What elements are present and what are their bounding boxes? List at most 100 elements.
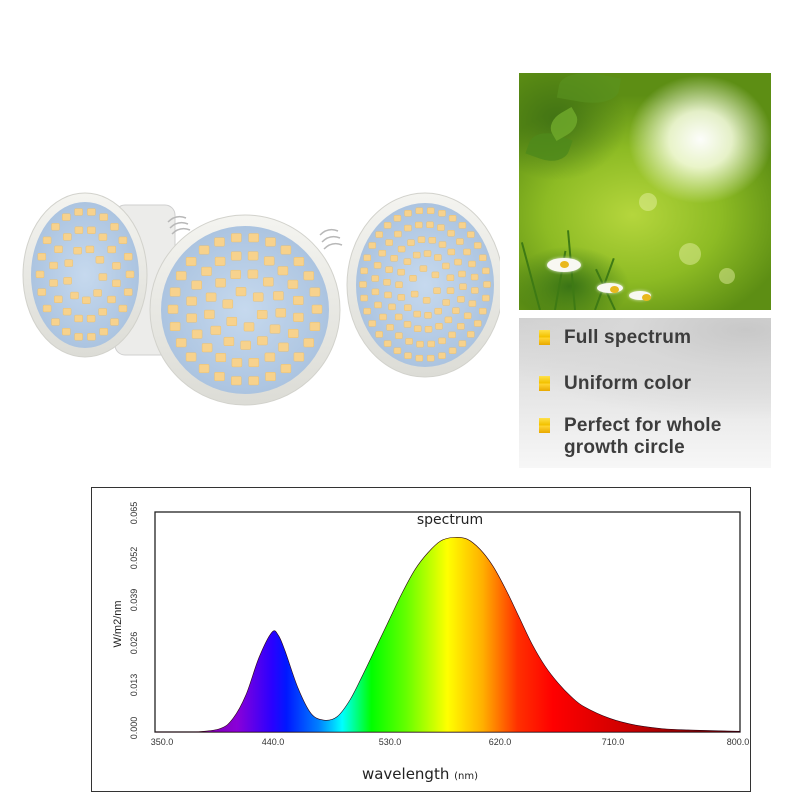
led-chip <box>256 310 268 320</box>
led-chip <box>204 309 215 319</box>
led-chip <box>269 324 281 334</box>
led-chip <box>95 256 105 264</box>
led-chip <box>169 321 181 331</box>
led-chip <box>123 288 133 296</box>
led-chip <box>87 208 96 216</box>
led-chip <box>278 342 289 352</box>
led-chip <box>442 262 450 270</box>
led-chip <box>422 297 431 304</box>
led-chip <box>383 222 392 229</box>
led-chip <box>287 279 299 289</box>
led-chip <box>383 340 392 347</box>
led-chip <box>309 287 321 297</box>
led-chip <box>62 213 71 221</box>
led-chip <box>215 353 227 363</box>
y-tick-label: 0.013 <box>129 673 139 697</box>
led-chip <box>452 307 460 314</box>
x-tick-label: 530.0 <box>378 737 402 747</box>
y-axis-label: W/m2/nm <box>112 600 124 648</box>
led-chip <box>388 303 396 311</box>
led-chip <box>112 279 121 287</box>
led-chip <box>201 266 212 276</box>
led-chip <box>413 310 421 318</box>
feature-label-line1: Perfect for whole <box>564 415 722 436</box>
led-chip <box>191 329 203 339</box>
led-chip <box>87 226 96 234</box>
led-chip <box>394 313 403 321</box>
led-chip <box>62 308 72 316</box>
led-chip <box>456 238 464 245</box>
led-chip <box>110 318 119 326</box>
led-chip <box>384 291 392 299</box>
led-chip <box>62 328 71 336</box>
led-chip <box>431 271 440 279</box>
led-chip <box>265 372 276 382</box>
led-chip <box>383 279 391 286</box>
led-chip <box>42 304 52 313</box>
led-chip <box>263 256 275 266</box>
bulb-pins-middle <box>167 215 343 250</box>
led-chip <box>471 287 479 294</box>
led-chip <box>54 295 63 303</box>
led-chip <box>252 292 264 302</box>
grass-blade <box>520 242 541 310</box>
led-chip <box>215 278 226 288</box>
x-axis-label-unit: (nm) <box>454 771 479 782</box>
led-chip <box>118 304 128 313</box>
led-chip <box>185 352 197 362</box>
led-chip <box>303 271 315 281</box>
led-chip <box>243 322 255 332</box>
led-chip <box>397 245 406 253</box>
led-chip <box>214 372 225 382</box>
led-chip <box>470 273 479 281</box>
led-chip <box>112 262 121 270</box>
led-chip <box>273 291 284 301</box>
yellow-square-bullet-icon <box>539 330 550 345</box>
led-chip <box>82 296 91 304</box>
feature-label: Perfect for whole growth circle <box>564 415 722 459</box>
led-chip <box>264 352 276 362</box>
daisy-flower <box>547 258 581 272</box>
led-chip <box>73 247 82 255</box>
y-tick-label: 0.065 <box>129 501 139 525</box>
led-chip <box>263 277 274 287</box>
led-chip <box>424 326 433 333</box>
led-chip <box>424 312 432 319</box>
led-chip <box>98 233 108 241</box>
led-chip <box>468 300 477 307</box>
led-chip <box>248 376 259 386</box>
led-chip <box>63 277 72 285</box>
led-chip <box>293 312 304 322</box>
led-chip <box>247 269 259 279</box>
led-chip <box>413 325 422 332</box>
led-chip <box>42 236 52 244</box>
led-chip <box>393 347 402 354</box>
x-tick-label: 620.0 <box>488 737 512 747</box>
led-chip <box>426 207 435 214</box>
led-chip <box>426 221 434 228</box>
led-chip <box>248 358 260 368</box>
led-chip <box>63 233 72 241</box>
led-chip <box>226 316 238 326</box>
led-chip <box>37 288 47 296</box>
led-chip <box>448 215 457 222</box>
led-chip <box>468 260 476 268</box>
led-chip <box>191 280 202 290</box>
led-chip <box>479 307 487 315</box>
led-chip <box>428 237 437 244</box>
led-chip <box>363 307 371 315</box>
led-chip <box>248 233 259 243</box>
led-chip <box>186 313 197 323</box>
leaf-shape <box>556 73 622 108</box>
led-chip <box>231 358 243 368</box>
led-chip <box>427 340 435 348</box>
bokeh-light <box>679 243 701 265</box>
led-chip <box>363 254 371 262</box>
led-chip <box>482 267 490 275</box>
led-chip <box>403 258 412 265</box>
led-chip <box>403 321 412 328</box>
led-chip <box>54 245 63 253</box>
led-chip <box>210 325 222 335</box>
led-chip <box>458 222 467 229</box>
led-chip <box>51 223 60 231</box>
